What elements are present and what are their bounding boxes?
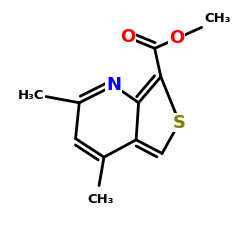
Text: N: N (106, 76, 122, 94)
Text: S: S (173, 114, 186, 132)
Text: CH₃: CH₃ (204, 12, 231, 25)
Text: H₃C: H₃C (18, 89, 45, 102)
Text: CH₃: CH₃ (87, 193, 114, 206)
Text: O: O (120, 28, 135, 46)
Text: O: O (169, 30, 184, 48)
